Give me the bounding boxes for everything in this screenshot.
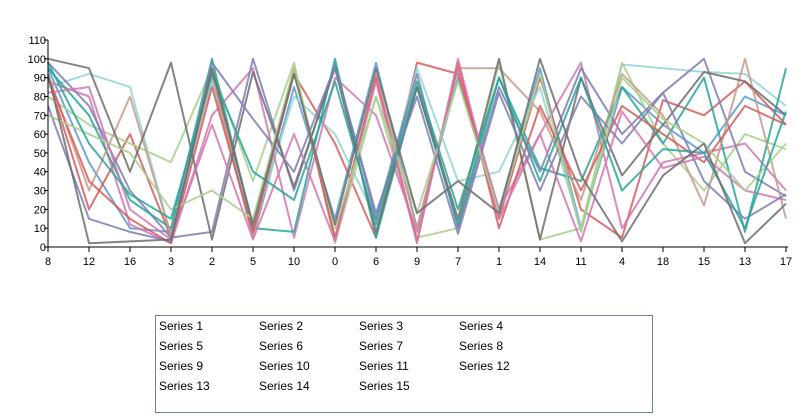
x-tick-label: 7: [455, 256, 461, 268]
x-tick-label: 17: [780, 256, 792, 268]
y-tick-label: 110: [28, 35, 46, 47]
legend-item: Series 1: [159, 319, 204, 333]
series-line-15: [47, 57, 787, 245]
x-tick-label: 4: [619, 256, 625, 268]
x-tick-label: 3: [168, 256, 174, 268]
x-tick-label: 0: [332, 256, 338, 268]
x-tick-label: 5: [250, 256, 256, 268]
x-tick-label: 8: [45, 256, 51, 268]
x-tick-label: 6: [373, 256, 379, 268]
x-tick-label: 15: [698, 256, 710, 268]
y-tick-label: 40: [34, 167, 46, 179]
series-line-10: [47, 57, 787, 241]
legend-item: Series 9: [159, 359, 204, 373]
x-tick-label: 14: [534, 256, 546, 268]
x-tick-label: 12: [83, 256, 95, 268]
legend-item: Series 7: [359, 339, 404, 353]
legend-item: Series 3: [359, 319, 404, 333]
y-tick-label: 70: [34, 110, 46, 122]
legend-item: Series 14: [259, 379, 310, 393]
x-tick-label: 18: [657, 256, 669, 268]
legend-item: Series 5: [159, 339, 204, 353]
legend-item: Series 12: [459, 359, 510, 373]
x-tick-label: 13: [739, 256, 751, 268]
x-tick-label: 11: [575, 256, 586, 268]
x-tick-label: 2: [209, 256, 215, 268]
y-tick-label: 60: [34, 129, 46, 141]
legend-item: Series 15: [359, 379, 410, 393]
legend-item: Series 6: [259, 339, 304, 353]
legend-item: Series 8: [459, 339, 504, 353]
legend-item: Series 4: [459, 319, 504, 333]
y-tick-label: 10: [34, 223, 46, 235]
y-ticks: 0 10 20 30 40 50 60 70 80 90 100 110: [28, 35, 48, 254]
legend-item: Series 13: [159, 379, 210, 393]
y-tick-label: 80: [34, 91, 46, 103]
legend: Series 1 Series 2 Series 3 Series 4 Series 5…: [155, 315, 653, 413]
y-tick-label: 50: [34, 148, 46, 160]
x-ticks: 8 12 16 3 2 5 10 0 6 9 7 1 14 11 4 18 15 13 17: [45, 247, 792, 268]
legend-item: Series 11: [359, 359, 409, 373]
x-tick-label: 16: [124, 256, 136, 268]
x-tick-label: 1: [496, 256, 502, 268]
legend-item: Series 2: [259, 319, 304, 333]
y-tick-label: 100: [28, 54, 46, 66]
y-tick-label: 20: [34, 204, 46, 216]
series-line-14: [47, 62, 787, 230]
x-tick-label: 10: [288, 256, 300, 268]
y-tick-label: 90: [34, 73, 46, 85]
y-tick-label: 0: [40, 242, 46, 254]
series-layer: [47, 57, 787, 245]
legend-item: Series 10: [259, 359, 310, 373]
y-tick-label: 30: [34, 186, 46, 198]
x-tick-label: 9: [414, 256, 420, 268]
series-line-12: [47, 61, 787, 243]
